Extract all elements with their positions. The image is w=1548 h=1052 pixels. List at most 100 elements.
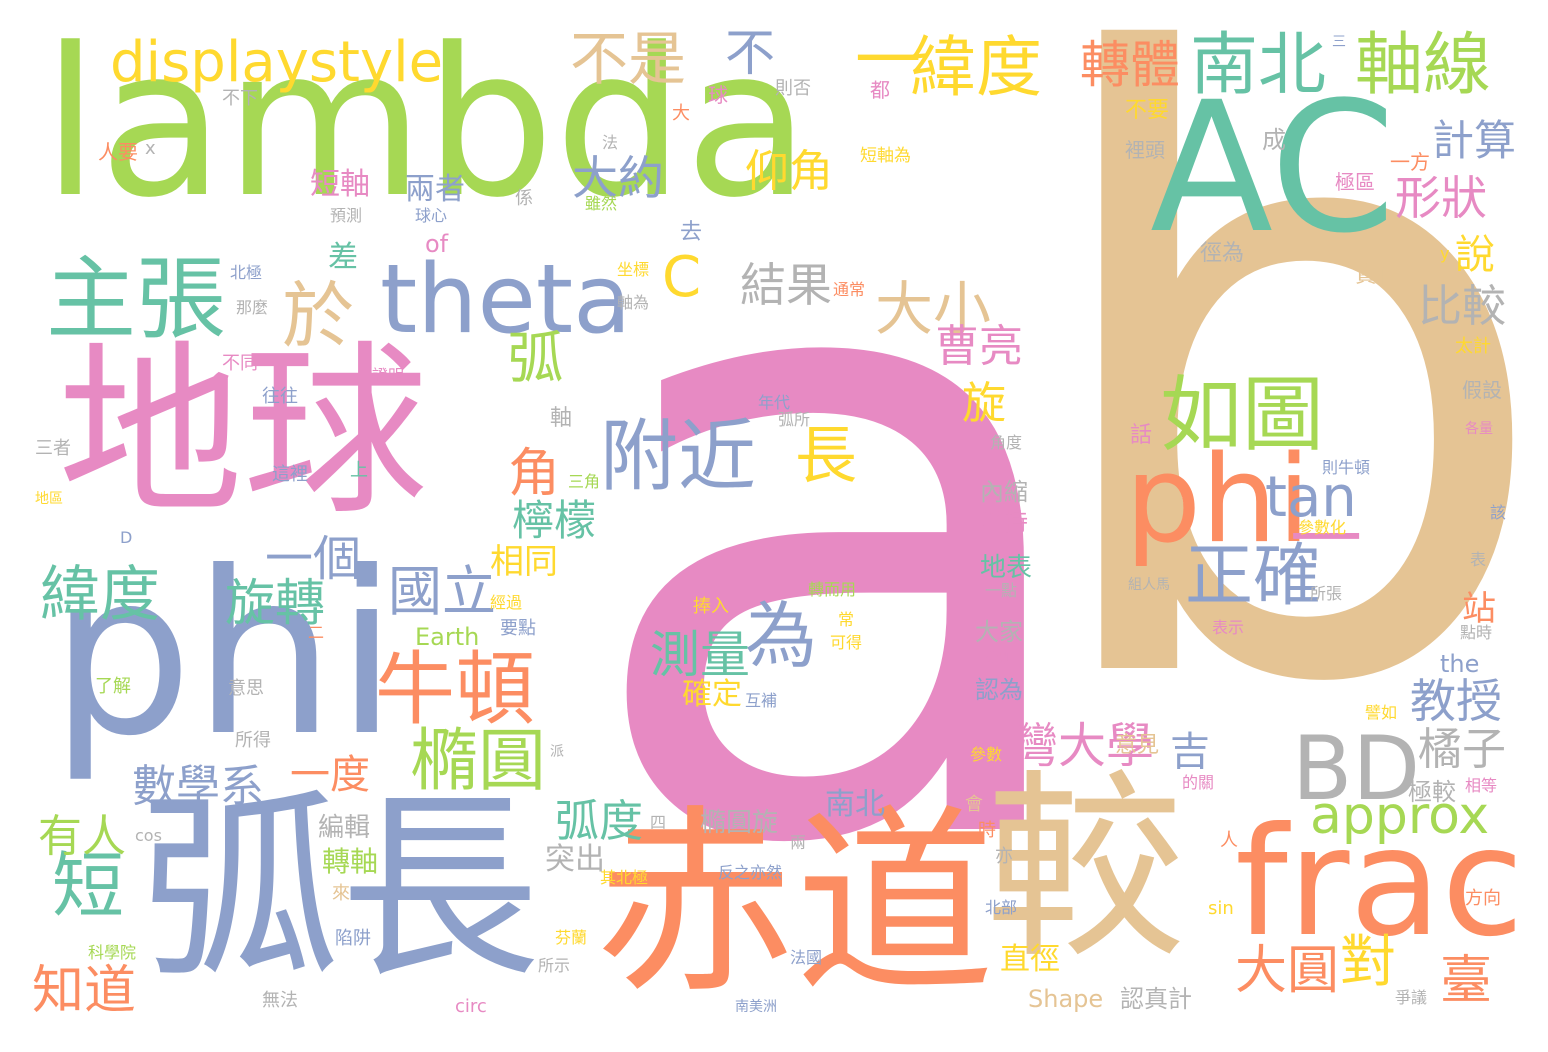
cloud-word: 三角: [568, 472, 601, 491]
cloud-word: 其北極: [600, 868, 649, 887]
cloud-word: 北部: [985, 898, 1018, 917]
cloud-word: tan: [1265, 465, 1357, 530]
cloud-word: 地表: [980, 553, 1033, 583]
cloud-word: 所張: [1310, 584, 1343, 603]
cloud-word: 臺: [1440, 951, 1493, 1011]
cloud-word: D: [120, 528, 133, 547]
cloud-word: b: [1025, 0, 1548, 867]
cloud-word: 橢圓旋: [700, 808, 779, 838]
cloud-word: 說: [1455, 232, 1495, 278]
cloud-word: 差: [328, 240, 358, 275]
cloud-word: 轉軸: [322, 845, 379, 878]
cloud-word: 科學院: [88, 943, 137, 962]
cloud-word: 教授: [1410, 674, 1502, 728]
cloud-word: 形狀: [1395, 171, 1487, 225]
cloud-word: 軸線: [1355, 26, 1492, 105]
cloud-word: 譬如: [1365, 703, 1398, 722]
cloud-word: Shape: [1028, 985, 1104, 1013]
cloud-word: 雖然: [585, 194, 618, 213]
cloud-word: approx: [1310, 786, 1490, 846]
cloud-word: 短軸為: [860, 146, 911, 166]
cloud-word: 意思: [228, 678, 264, 699]
cloud-word: 一個: [265, 531, 362, 587]
cloud-word: 不是: [570, 25, 687, 93]
cloud-word: 通常: [833, 280, 866, 299]
cloud-word: 大: [672, 103, 690, 124]
cloud-word: 四: [650, 813, 667, 832]
cloud-word: 測量: [650, 626, 750, 684]
cloud-word: 的關: [1182, 773, 1215, 792]
cloud-word: 則牛頓: [1322, 458, 1371, 477]
cloud-word: 牛頓: [375, 643, 535, 736]
cloud-word: 吉: [1170, 729, 1210, 775]
cloud-word: 大圓: [1235, 941, 1340, 1001]
cloud-word: 常: [838, 610, 855, 629]
cloud-word: 人: [1220, 830, 1238, 851]
cloud-word: 角度: [990, 433, 1023, 452]
cloud-word: 參數化: [1298, 518, 1347, 537]
cloud-word: 旋: [962, 378, 1006, 429]
cloud-word: 於: [282, 274, 355, 358]
cloud-word: 太計: [1455, 336, 1491, 357]
cloud-word: 短: [52, 844, 125, 928]
cloud-word: 為: [745, 594, 818, 678]
cloud-word: phi: [50, 524, 398, 786]
cloud-word: 地區: [35, 491, 63, 507]
cloud-word: 直徑: [1000, 942, 1060, 977]
cloud-word: 可得: [830, 633, 863, 652]
cloud-word: 不要: [1125, 98, 1170, 123]
cloud-word: 各量: [1465, 421, 1493, 437]
cloud-word: 預測: [330, 206, 363, 225]
cloud-word: 對: [1340, 930, 1396, 995]
cloud-word: circ: [455, 996, 487, 1017]
cloud-word: 不: [725, 24, 775, 82]
cloud-word: 大約: [572, 151, 664, 205]
cloud-word: 組人馬: [1128, 577, 1170, 593]
cloud-word: 弧度: [555, 796, 643, 847]
cloud-word: 相同: [490, 542, 558, 582]
cloud-word: 都: [870, 78, 890, 102]
cloud-word: a: [575, 31, 1103, 1032]
cloud-word: the: [1440, 650, 1480, 678]
cloud-word: 大小: [875, 275, 992, 343]
cloud-word: 赤道: [595, 788, 996, 1021]
cloud-word: 站: [1462, 589, 1496, 629]
cloud-word: Earth: [415, 623, 480, 651]
cloud-word: 極較: [1408, 778, 1456, 806]
cloud-word: 主張: [46, 247, 226, 352]
cloud-word: y: [1440, 244, 1450, 263]
cloud-word: 南美洲: [735, 999, 777, 1015]
cloud-word: displaystyle: [110, 30, 444, 95]
cloud-word: 較: [985, 753, 1186, 986]
cloud-word: 灣大學: [1010, 718, 1155, 774]
cloud-word: 係: [515, 188, 533, 209]
cloud-word: 附近: [600, 412, 757, 502]
cloud-word: 話: [1130, 423, 1153, 448]
cloud-word: 表: [1470, 550, 1487, 569]
cloud-word: 徑為: [1200, 241, 1245, 266]
cloud-word: theta: [380, 245, 632, 355]
cloud-word: 人要: [98, 140, 138, 164]
cloud-word: 方向: [1465, 888, 1501, 909]
cloud-word: 芬蘭: [555, 928, 588, 947]
cloud-word: 反之亦然: [718, 863, 783, 882]
cloud-word: 球: [708, 83, 728, 107]
cloud-word: 長: [795, 419, 858, 492]
cloud-word: 正確: [1185, 537, 1322, 616]
cloud-word: 表示: [1212, 618, 1245, 637]
cloud-word: 南北: [825, 787, 885, 822]
cloud-word: 一方: [1390, 150, 1430, 174]
cloud-word: 確定: [682, 677, 742, 712]
cloud-word: 不同: [222, 353, 258, 374]
cloud-word: 弧所: [778, 410, 811, 429]
cloud-word: 時: [978, 820, 996, 841]
cloud-word: 一: [1290, 497, 1363, 581]
cloud-word: 數學系: [132, 761, 264, 812]
cloud-word: 會: [965, 794, 983, 815]
cloud-word: 曹亮: [935, 321, 1023, 372]
cloud-word: 內縮: [980, 478, 1028, 506]
cloud-word: 南北: [1190, 26, 1327, 105]
cloud-word: 大家: [975, 618, 1023, 646]
cloud-word: 法: [602, 133, 619, 152]
cloud-word: 派: [550, 744, 564, 760]
